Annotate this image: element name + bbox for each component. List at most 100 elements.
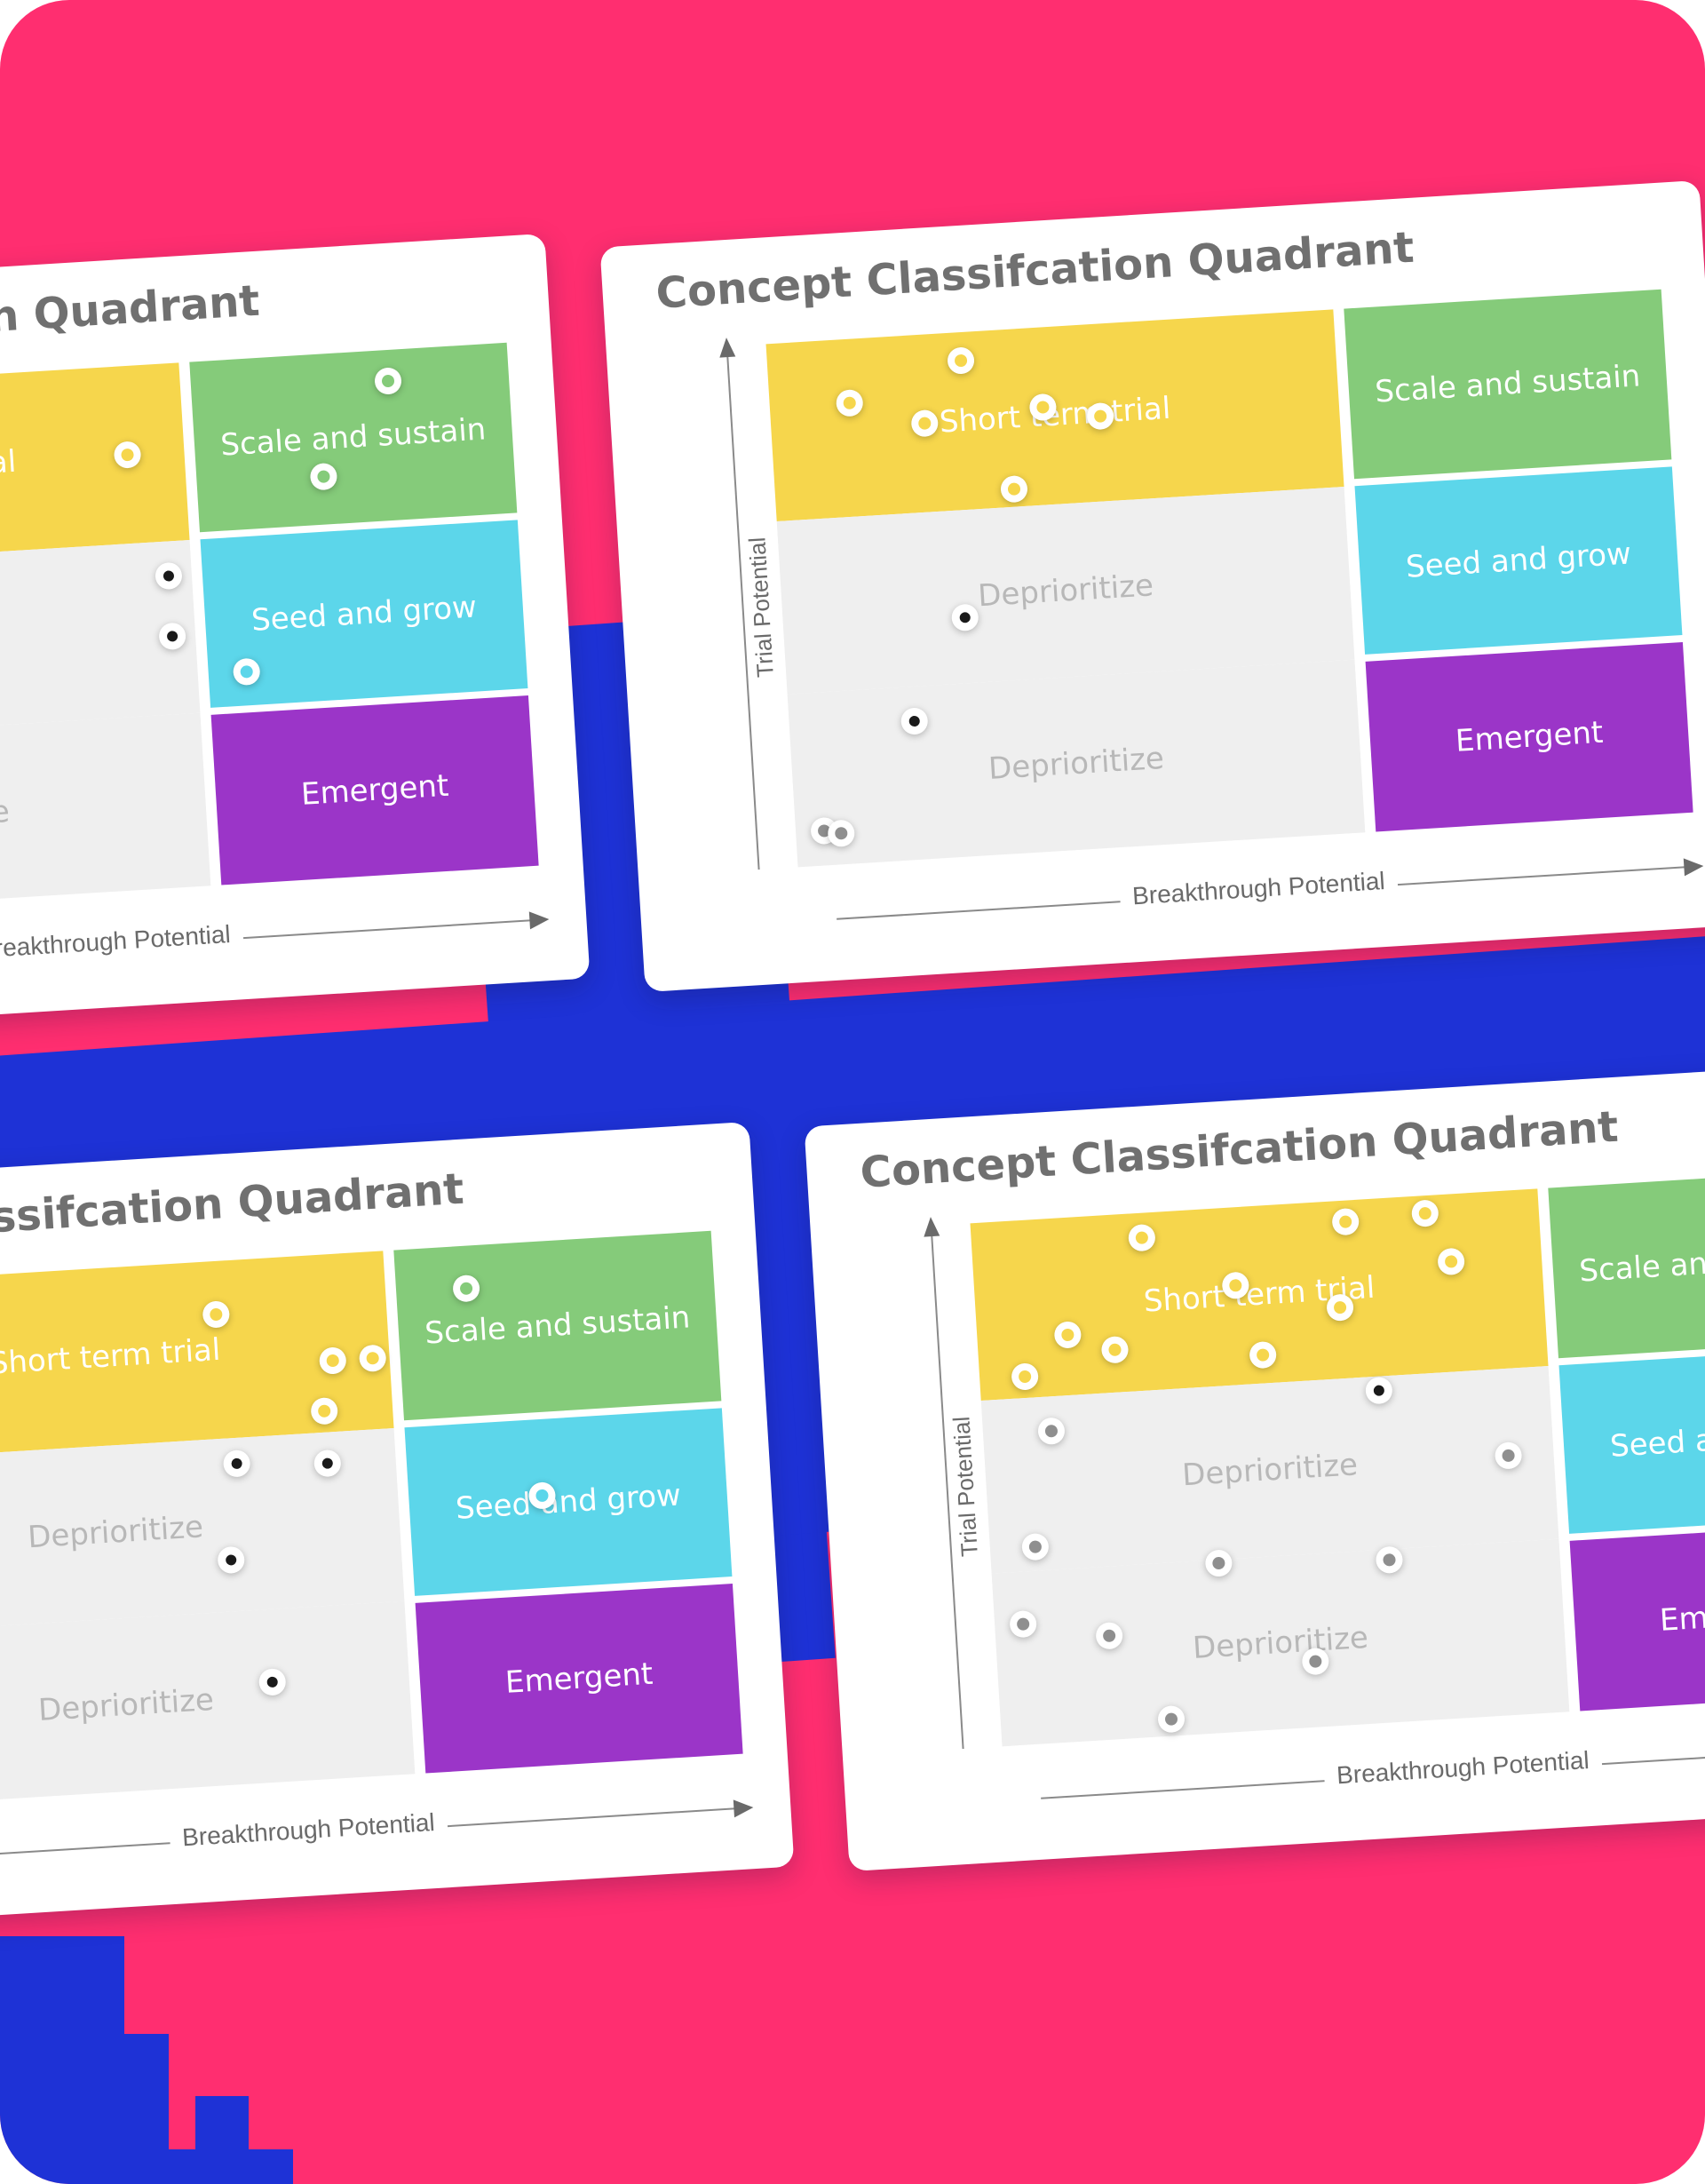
y-axis-arrow-icon [922,1216,940,1237]
cell-seed-and-grow: Seed and grow [404,1408,733,1596]
concept-marker-yellow[interactable] [318,1346,347,1375]
cell-label: Seed and grow [1608,1415,1705,1465]
concept-marker-black[interactable] [900,707,929,735]
cell-label: Seed and grow [454,1477,682,1527]
cell-label: Emergent [299,767,450,813]
cell-label: Scale and sustain [1578,1237,1705,1290]
cell-short-term-trial: Short term trial [970,1188,1549,1402]
cell-label: Scale and sustain [219,411,488,464]
cell-label: Short term trial [0,443,18,494]
cell-seed-and-grow: Seed and grow [1558,1346,1705,1534]
concept-marker-yellow[interactable] [1325,1293,1354,1322]
concept-marker-yellow[interactable] [910,409,939,438]
x-axis-label: Breakthrough Potential [0,919,244,965]
concept-marker-gray[interactable] [1021,1532,1050,1561]
concept-marker-green[interactable] [451,1274,480,1303]
concept-marker-yellow[interactable] [310,1396,339,1426]
concept-marker-yellow[interactable] [1053,1321,1082,1349]
concept-marker-yellow[interactable] [1410,1199,1439,1228]
concept-marker-yellow[interactable] [1127,1223,1156,1252]
quadrant-grid: Short term trial Deprioritize Deprioriti… [0,1230,743,1809]
cell-label: Deprioritize [977,567,1155,614]
cell-short-term-trial: Short term trial [765,309,1344,522]
y-axis-label: Trial Potential [742,528,781,686]
cell-deprioritize-upper: Deprioritize [776,486,1355,695]
concept-marker-gray[interactable] [1375,1545,1404,1574]
cell-emergent: Emergent [415,1584,743,1774]
cell-deprioritize-upper: Deprioritize [980,1365,1559,1574]
cell-label: Emergent [504,1656,654,1701]
card-title: Concept Classifcation Quadrant [0,1163,465,1260]
x-axis-label: Breakthrough Potential [1323,1745,1603,1791]
cell-label: Seed and grow [1404,536,1632,585]
concept-marker-black[interactable] [158,622,187,651]
concept-marker-gray[interactable] [1009,1609,1038,1639]
concept-marker-black[interactable] [1364,1376,1393,1405]
cell-scale-and-sustain: Scale and sustain [1548,1168,1705,1359]
x-axis-label: Breakthrough Potential [169,1807,448,1854]
concept-marker-gray[interactable] [1095,1621,1124,1650]
concept-marker-black[interactable] [313,1449,342,1478]
concept-marker-green[interactable] [374,366,402,395]
concept-marker-yellow[interactable] [999,474,1028,504]
blue-blob-bottom-4 [195,2096,249,2167]
cell-deprioritize-lower: Deprioritize [787,659,1366,868]
cell-scale-and-sustain: Scale and sustain [189,342,518,533]
x-axis-arrow-icon [528,910,550,930]
cell-emergent: Emergent [1365,642,1693,832]
concept-marker-cyan[interactable] [232,657,261,687]
concept-marker-yellow[interactable] [358,1344,387,1373]
cell-label: Emergent [1658,1593,1705,1639]
cell-label: Scale and sustain [1374,358,1642,410]
cell-deprioritize-lower: Deprioritize [0,712,211,921]
cell-emergent: Emergent [1569,1521,1705,1711]
cell-label: Deprioritize [27,1508,205,1555]
concept-marker-yellow[interactable] [835,388,864,417]
quadrant-card-top-right: Concept Classifcation Quadrant Trial Pot… [599,179,1705,993]
cell-label: Scale and sustain [424,1299,692,1352]
quadrant-card-top-left: Concept Classifcation Quadrant Trial Pot… [0,233,591,1046]
concept-marker-yellow[interactable] [1249,1340,1278,1370]
concept-marker-black[interactable] [950,603,979,632]
cell-label: Emergent [1454,714,1605,759]
quadrant-grid: Short term trial Deprioritize Deprioriti… [765,289,1693,868]
concept-marker-yellow[interactable] [1436,1247,1465,1276]
y-axis-arrow-icon [718,337,736,358]
concept-marker-yellow[interactable] [1100,1335,1129,1364]
card-title: Concept Classifcation Quadrant [0,275,261,372]
cell-scale-and-sustain: Scale and sustain [1344,289,1672,480]
x-axis-arrow-icon [1683,857,1704,877]
x-axis-label: Breakthrough Potential [1119,866,1399,912]
cell-label: Deprioritize [0,793,11,840]
cell-emergent: Emergent [210,695,539,886]
cell-label: Deprioritize [1192,1619,1369,1666]
concept-marker-yellow[interactable] [113,441,142,469]
concept-marker-black[interactable] [222,1449,251,1479]
cell-deprioritize-lower: Deprioritize [0,1600,416,1809]
card-title: Concept Classifcation Quadrant [654,222,1416,319]
concept-marker-yellow[interactable] [946,346,975,375]
concept-marker-black[interactable] [155,561,184,591]
cell-label: Deprioritize [37,1681,215,1728]
concept-marker-gray[interactable] [1157,1704,1186,1734]
concept-marker-yellow[interactable] [1331,1207,1360,1236]
cell-label: Seed and grow [250,589,478,639]
concept-marker-green[interactable] [309,462,338,491]
y-axis-label: Trial Potential [947,1408,985,1565]
cell-deprioritize-lower: Deprioritize [991,1538,1570,1747]
cell-label: Short term trial [0,1331,222,1382]
quadrant-card-bottom-right: Concept Classifcation Quadrant Trial Pot… [804,1059,1705,1872]
concept-marker-black[interactable] [258,1667,287,1696]
concept-marker-gray[interactable] [827,819,856,848]
cell-seed-and-grow: Seed and grow [200,520,528,708]
cell-scale-and-sustain: Scale and sustain [393,1230,722,1421]
concept-marker-yellow[interactable] [202,1300,231,1329]
quadrant-card-bottom-left: Concept Classifcation Quadrant Trial Pot… [0,1121,795,1934]
concept-marker-black[interactable] [217,1545,246,1574]
cell-seed-and-grow: Seed and grow [1354,466,1683,655]
cell-label: Deprioritize [987,740,1165,787]
concept-marker-gray[interactable] [1494,1441,1523,1470]
concept-marker-yellow[interactable] [1011,1362,1040,1391]
card-title: Concept Classifcation Quadrant [859,1101,1620,1198]
concept-marker-gray[interactable] [1036,1417,1066,1446]
